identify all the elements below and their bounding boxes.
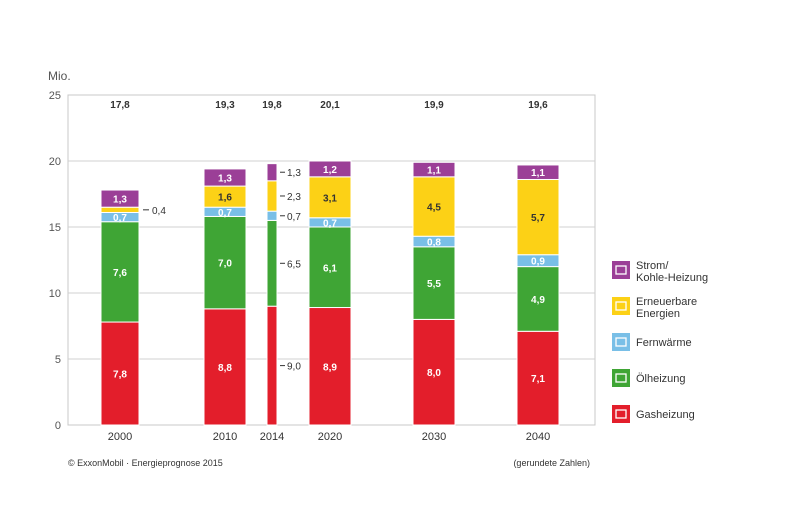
total-label: 19,9 xyxy=(424,100,444,111)
total-label: 19,8 xyxy=(262,100,282,111)
data-label: 0,8 xyxy=(427,238,441,249)
data-label: 5,7 xyxy=(531,213,545,224)
y-tick-label: 25 xyxy=(49,90,61,102)
rounding-note: (gerundete Zahlen) xyxy=(513,458,590,468)
legend-item: Fernwärme xyxy=(612,333,692,351)
data-label: 2,3 xyxy=(287,192,301,203)
bar-segment xyxy=(266,219,278,307)
power-coal-icon xyxy=(612,261,630,279)
legend-item: Gasheizung xyxy=(612,405,695,423)
y-tick-label: 20 xyxy=(49,156,61,168)
legend-item: Ölheizung xyxy=(612,369,686,387)
icon-glyph xyxy=(615,409,627,419)
data-label: 4,5 xyxy=(427,203,441,214)
x-tick-label: 2020 xyxy=(318,431,342,443)
data-label: 7,6 xyxy=(113,268,127,279)
data-label: 3,1 xyxy=(323,193,337,204)
data-label: 8,0 xyxy=(427,368,441,379)
bar-segment xyxy=(266,180,278,212)
data-label: 1,2 xyxy=(323,165,337,176)
y-unit-label: Mio. xyxy=(48,69,71,83)
oil-heater-icon xyxy=(612,369,630,387)
data-label: 7,8 xyxy=(113,370,127,381)
district-heating-icon xyxy=(612,333,630,351)
bar-segment xyxy=(516,164,560,180)
total-label: 17,8 xyxy=(110,100,130,111)
data-label: 1,3 xyxy=(113,195,127,206)
legend-label: Gasheizung xyxy=(636,409,695,421)
bar-segment xyxy=(308,176,352,219)
x-tick-label: 2010 xyxy=(213,431,237,443)
renewables-icon xyxy=(612,297,630,315)
icon-glyph xyxy=(615,337,627,347)
legend-label: Fernwärme xyxy=(636,337,692,349)
icon-glyph xyxy=(615,373,627,383)
x-tick-label: 2014 xyxy=(260,431,284,443)
bar-segment xyxy=(308,160,352,178)
data-label: 6,5 xyxy=(287,259,301,270)
total-label: 20,1 xyxy=(320,100,340,111)
legend-label: Kohle-Heizung xyxy=(636,272,708,284)
legend-label: Energien xyxy=(636,308,680,320)
data-label: 0,7 xyxy=(323,218,337,229)
bar-segment xyxy=(308,226,352,309)
x-tick-label: 2030 xyxy=(422,431,446,443)
bar-segment xyxy=(100,321,140,426)
bar-segment xyxy=(266,210,278,221)
data-label: 5,5 xyxy=(427,279,441,290)
bar-segment xyxy=(203,168,247,187)
y-tick-label: 5 xyxy=(55,354,61,366)
bar-segment xyxy=(516,266,560,332)
bar-segment xyxy=(412,161,456,178)
y-tick-label: 15 xyxy=(49,222,61,234)
data-label: 7,1 xyxy=(531,374,545,385)
data-label: 4,9 xyxy=(531,295,545,306)
bar-segment xyxy=(412,318,456,426)
bar-segment xyxy=(412,246,456,320)
bar-segment xyxy=(516,178,560,256)
data-label: 0,7 xyxy=(113,213,127,224)
bar-segment xyxy=(203,308,247,426)
legend-label: Erneuerbare xyxy=(636,296,697,308)
icon-glyph xyxy=(615,301,627,311)
bar-segment xyxy=(266,163,278,182)
y-tick-label: 0 xyxy=(55,420,61,432)
data-label: 1,3 xyxy=(218,174,232,185)
data-label: 8,9 xyxy=(323,362,337,373)
legend-label: Strom/ xyxy=(636,260,669,272)
x-tick-label: 2040 xyxy=(526,431,550,443)
data-label: 1,3 xyxy=(287,168,301,179)
bar-segment xyxy=(412,176,456,237)
bar-segment xyxy=(100,189,140,208)
legend-label: Ölheizung xyxy=(636,373,686,385)
icon-glyph xyxy=(615,265,627,275)
gas-heater-icon xyxy=(612,405,630,423)
data-label: 7,0 xyxy=(218,259,232,270)
source-note: © ExxonMobil · Energieprognose 2015 xyxy=(68,458,223,468)
data-label: 9,0 xyxy=(287,362,301,373)
x-tick-label: 2000 xyxy=(108,431,132,443)
data-label: 0,4 xyxy=(152,206,166,217)
bar-segment xyxy=(266,305,278,426)
data-label: 0,7 xyxy=(218,208,232,219)
data-label: 0,7 xyxy=(287,212,301,223)
data-label: 0,9 xyxy=(531,257,545,268)
data-label: 8,8 xyxy=(218,363,232,374)
bar-segment xyxy=(203,215,247,310)
data-label: 6,1 xyxy=(323,263,337,274)
legend-item: Strom/Kohle-Heizung xyxy=(612,260,708,284)
bar-segment xyxy=(516,330,560,426)
data-label: 1,1 xyxy=(427,166,441,177)
total-label: 19,3 xyxy=(215,100,235,111)
data-label: 1,6 xyxy=(218,193,232,204)
y-tick-label: 10 xyxy=(49,288,61,300)
bar-segment xyxy=(100,206,140,213)
total-label: 19,6 xyxy=(528,100,548,111)
data-label: 1,1 xyxy=(531,168,545,179)
